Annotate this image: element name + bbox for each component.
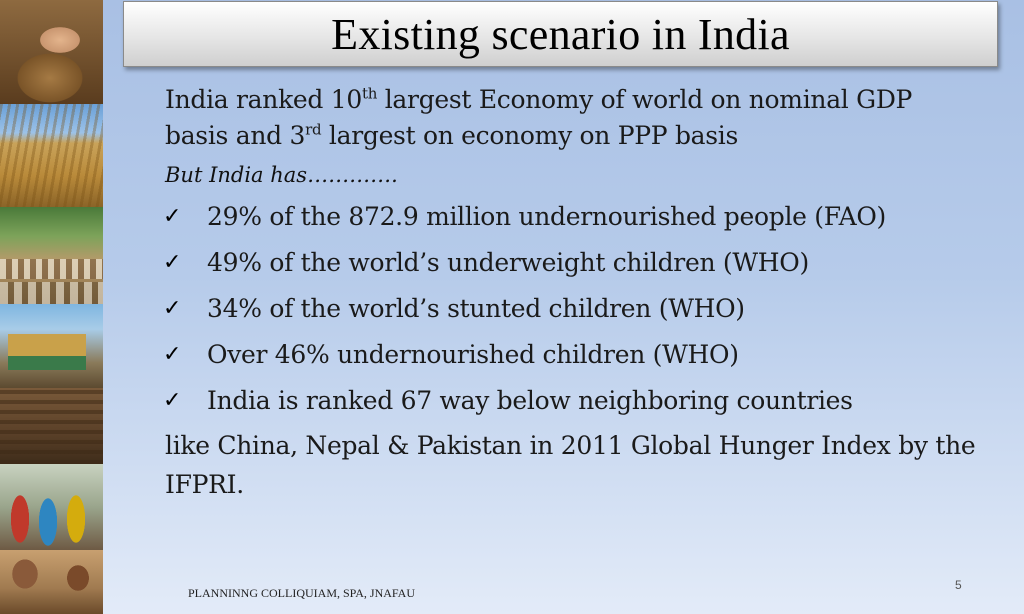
slide-content: India ranked 10th largest Economy of wor… — [163, 82, 1010, 504]
checkmark-icon: ✓ — [163, 204, 182, 229]
bullet-text: 34% of the world’s stunted children (WHO… — [207, 294, 745, 323]
intro-line1-sup: th — [362, 84, 378, 103]
bullet-text: India is ranked 67 way below neighboring… — [207, 386, 853, 415]
intro-line1-pre: India ranked 10 — [165, 85, 362, 114]
bullet-item: ✓ 34% of the world’s stunted children (WH… — [163, 286, 1010, 332]
loaded-truck-photo — [0, 304, 103, 388]
bullet-item: ✓ 49% of the world’s underweight children… — [163, 240, 1010, 286]
bullet-text: 49% of the world’s underweight children … — [207, 248, 809, 277]
grain-in-hands-photo — [0, 0, 103, 104]
footer-text: PLANNINNG COLLIQUIAM, SPA, JNAFAU — [188, 586, 416, 600]
tail-paragraph: like China, Nepal & Pakistan in 2011 Glo… — [165, 431, 976, 499]
page-number: 5 — [955, 578, 962, 592]
checkmark-icon: ✓ — [163, 388, 182, 413]
checkmark-icon: ✓ — [163, 296, 182, 321]
bullet-item: ✓ 29% of the 872.9 million undernourished… — [163, 194, 1010, 240]
but-india-has-line: But India has…………. — [165, 163, 398, 187]
bullet-item: ✓ Over 46% undernourished children (WHO) — [163, 332, 1010, 378]
intro-line2-sup: rd — [305, 120, 322, 139]
children-eating-photo — [0, 550, 103, 614]
intro-line1-post: largest Economy of world on nominal GDP — [377, 85, 913, 114]
intro-line2-pre: basis and 3 — [165, 121, 306, 150]
title-box: Existing scenario in India — [123, 1, 998, 67]
bullet-item: ✓ India is ranked 67 way below neighborin… — [163, 378, 1010, 424]
checkmark-icon: ✓ — [163, 250, 182, 275]
bullet-text: 29% of the 872.9 million undernourished … — [207, 202, 887, 231]
bullet-list: ✓ 29% of the 872.9 million undernourished… — [163, 194, 1010, 424]
intro-paragraph: India ranked 10th largest Economy of wor… — [165, 82, 1010, 154]
slide-title: Existing scenario in India — [331, 9, 790, 59]
bullet-text: Over 46% undernourished children (WHO) — [207, 340, 739, 369]
grain-storage-photo — [0, 388, 103, 464]
wheat-field-photo — [0, 104, 103, 207]
checkmark-icon: ✓ — [163, 342, 182, 367]
photo-strip — [0, 0, 103, 614]
intro-line2-post: largest on economy on PPP basis — [321, 121, 739, 150]
grain-sacks-market-photo — [0, 207, 103, 304]
women-queue-photo — [0, 464, 103, 550]
